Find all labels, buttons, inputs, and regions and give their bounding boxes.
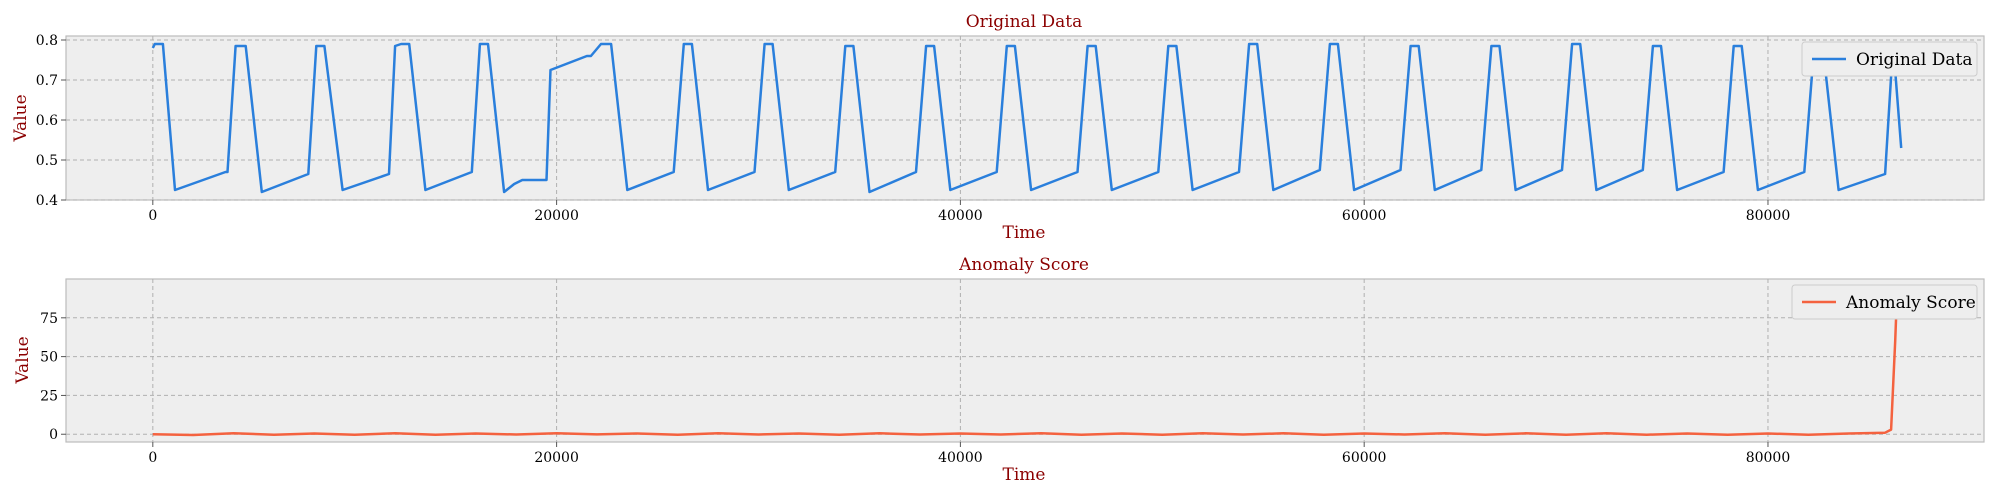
series-line-anomaly-score xyxy=(152,288,1899,437)
x-tick-label: 20000 xyxy=(534,208,579,224)
legend-label-anomaly-score: Anomaly Score xyxy=(1845,293,1976,313)
legend-box xyxy=(1801,41,1978,77)
legend: Anomaly Score xyxy=(1791,284,1978,320)
y-tick-label: 0 xyxy=(49,427,58,443)
y-axis: 0 25 50 75 xyxy=(40,311,66,443)
y-tick-label: 75 xyxy=(40,311,58,327)
y-tick-label: 0.8 xyxy=(36,33,58,49)
y-tick-label: 0.7 xyxy=(36,73,58,89)
x-axis-label: Time xyxy=(1003,465,1046,485)
x-tick-label: 80000 xyxy=(1746,208,1791,224)
chart-title: Anomaly Score xyxy=(958,255,1089,275)
chart-title: Original Data xyxy=(966,12,1082,32)
series-group xyxy=(151,42,1903,194)
y-tick-label: 0.5 xyxy=(36,153,58,169)
y-tick-label: 0.4 xyxy=(36,193,58,209)
legend-box xyxy=(1791,284,1978,320)
x-tick-label: 0 xyxy=(148,208,157,224)
plot-area xyxy=(65,278,1985,443)
y-tick-label: 50 xyxy=(40,350,58,366)
x-tick-label: 20000 xyxy=(534,450,579,466)
y-tick-label: 25 xyxy=(40,388,58,404)
x-tick-label: 40000 xyxy=(938,450,983,466)
y-axis-label: Value xyxy=(11,94,31,142)
x-tick-label: 40000 xyxy=(938,208,983,224)
y-tick-label: 0.6 xyxy=(36,113,58,129)
y-axis: 0.4 0.5 0.6 0.7 0.8 xyxy=(36,33,66,209)
plot-area xyxy=(65,35,1985,201)
legend: Original Data xyxy=(1801,41,1978,77)
series-line-original-data xyxy=(151,42,1903,194)
x-axis: 0 20000 40000 60000 80000 xyxy=(148,442,1790,466)
x-tick-label: 0 xyxy=(148,450,157,466)
legend-label-original-data: Original Data xyxy=(1856,50,1972,70)
x-axis-label: Time xyxy=(1003,223,1046,243)
x-tick-label: 60000 xyxy=(1342,208,1387,224)
x-tick-label: 60000 xyxy=(1342,450,1387,466)
x-tick-label: 80000 xyxy=(1746,450,1791,466)
original-data-panel: Original Data 0 20000 40000 60000 80000 0.40… xyxy=(11,12,1985,243)
series-group xyxy=(152,288,1899,437)
anomaly-score-panel: Anomaly Score 0 20000 40000 60000 80000 0 25 5… xyxy=(13,255,1985,485)
x-axis: 0 20000 40000 60000 80000 xyxy=(148,200,1790,224)
y-axis-label: Value xyxy=(13,336,33,384)
